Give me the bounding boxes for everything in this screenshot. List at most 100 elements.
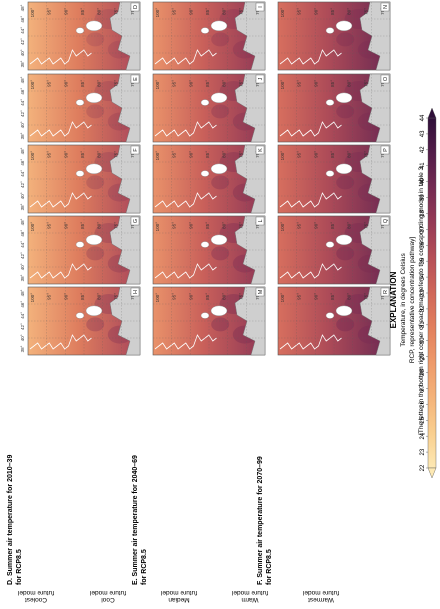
map-panels: 70°75°80°85°90°95°100°D70°75°80°85°90°95… — [27, 1, 391, 356]
bay-shape — [85, 92, 103, 104]
model-label-line1: Warmest — [308, 596, 334, 603]
model-letter: M — [258, 289, 264, 294]
latitude-label: 70° — [380, 222, 385, 229]
latitude-label: 70° — [380, 8, 385, 15]
latitude-label: 75° — [363, 151, 368, 158]
latitude-label: 75° — [238, 8, 243, 15]
map-tile: 70° 75° 80° 85° 90° 95° 100° Q — [277, 215, 391, 285]
latitude-label: 75° — [238, 80, 243, 87]
model-letter-box — [380, 287, 390, 297]
longitude-label: 48° — [20, 289, 25, 296]
map-tile: 70° 75° 80° 85° 90° 95° 100° F — [27, 144, 141, 214]
latitude-label: 95° — [297, 151, 302, 158]
latitude-label: 70° — [255, 80, 260, 87]
model-letter-box — [130, 2, 140, 12]
longitude-label: 40° — [20, 121, 25, 128]
latitude-label: 70° — [255, 8, 260, 15]
latitude-label: 90° — [63, 293, 68, 300]
model-letter: G — [133, 219, 139, 223]
coastline — [279, 334, 342, 350]
legend-tick-label: 28 — [420, 369, 426, 376]
latitude-label: 85° — [330, 80, 335, 87]
latitude-label: 90° — [188, 80, 193, 87]
model-letter-box — [380, 74, 390, 84]
longitude-label: 46° — [20, 230, 25, 237]
panel-title-line: for RCP8.5 — [141, 549, 148, 585]
model-letter: L — [258, 219, 264, 222]
latitude-label: 100° — [30, 151, 35, 161]
latitude-label: 100° — [155, 151, 160, 161]
model-letter-box — [380, 145, 390, 155]
latitude-label: 100° — [155, 293, 160, 303]
latitude-label: 75° — [238, 293, 243, 300]
panel-title-line: for RCP8.5 — [266, 549, 273, 585]
model-label-line1: Cool — [101, 596, 115, 603]
longitude-label: 40° — [20, 334, 25, 341]
warm-region — [86, 32, 105, 47]
latitude-label: 75° — [363, 8, 368, 15]
bay-shape — [335, 305, 353, 316]
coastline — [29, 49, 92, 65]
lake-shape — [200, 312, 210, 319]
warm-region — [211, 104, 230, 119]
longitude-label: 42° — [20, 38, 25, 45]
legend-tick-label: 24 — [420, 432, 426, 439]
model-label-line2: future model — [302, 589, 339, 596]
legend-tick-label: 25 — [420, 416, 426, 423]
bay-shape — [210, 305, 228, 316]
latitude-label: 95° — [297, 80, 302, 87]
coastline — [29, 121, 92, 137]
longitude-label: 38° — [20, 274, 25, 281]
panel-title-line: for RCP8.5 — [16, 549, 23, 585]
panel-titles: D. Summer air temperature for 2010–39 for… — [7, 455, 273, 585]
longitude-label: 38° — [20, 132, 25, 139]
legend-tick-label: 29 — [420, 353, 426, 360]
color-legend: EXPLANATION Temperature, in degrees Cels… — [389, 107, 437, 479]
longitude-label: 38° — [20, 60, 25, 67]
model-letter-box — [255, 145, 265, 155]
legend-tick-labels: 22 23 24 25 26 27 28 29 30 31 32 33 34 35 36 37 38 39 40 41… — [420, 114, 428, 471]
latitude-label: 85° — [205, 80, 210, 87]
model-letter: E — [133, 77, 139, 81]
map-tile: 70° 75° 80° 85° 90° 95° 100° G — [27, 215, 141, 285]
legend-tick-label: 22 — [420, 464, 426, 471]
latitude-label: 80° — [222, 80, 227, 87]
latitude-label: 70° — [130, 222, 135, 229]
latitude-label: 80° — [222, 293, 227, 300]
lake-shape — [75, 241, 85, 248]
explanation-note2: RCP, representative concentration pathwa… — [409, 237, 416, 364]
explanation-title: EXPLANATION — [389, 271, 398, 328]
coastline — [279, 192, 342, 208]
warm-region — [211, 32, 230, 47]
model-letter-box — [380, 2, 390, 12]
latitude-label: 70° — [130, 151, 135, 158]
latitude-label: 75° — [363, 80, 368, 87]
coastline — [154, 263, 217, 279]
legend-tick-label: 26 — [420, 400, 426, 407]
latitude-label: 95° — [47, 151, 52, 158]
warm-region — [86, 246, 105, 261]
coastline — [154, 121, 217, 137]
longitude-label: 38° — [20, 345, 25, 352]
model-letter: I — [258, 6, 264, 8]
coastline — [29, 192, 92, 208]
longitude-labels: 48° 46° 44° 42° 40° 38° 48° 46° 44° 42° 40° 38° 48° 4… — [20, 4, 25, 352]
model-label-line2: future model — [160, 589, 197, 596]
warm-region — [336, 32, 355, 47]
latitude-label: 80° — [97, 222, 102, 229]
model-letter-box — [130, 216, 140, 226]
model-label-line2: future model — [17, 589, 54, 596]
lake-shape — [200, 27, 210, 34]
bay-shape — [85, 305, 103, 316]
latitude-label: 80° — [347, 8, 352, 15]
lake-shape — [325, 312, 335, 319]
model-letter-box — [130, 145, 140, 155]
legend-high-arrow — [427, 107, 437, 119]
latitude-label: 85° — [330, 222, 335, 229]
legend-color-bar — [427, 107, 437, 479]
longitude-label: 38° — [20, 203, 25, 210]
latitude-label: 100° — [30, 8, 35, 18]
longitude-label: 40° — [20, 49, 25, 56]
latitude-label: 75° — [238, 222, 243, 229]
